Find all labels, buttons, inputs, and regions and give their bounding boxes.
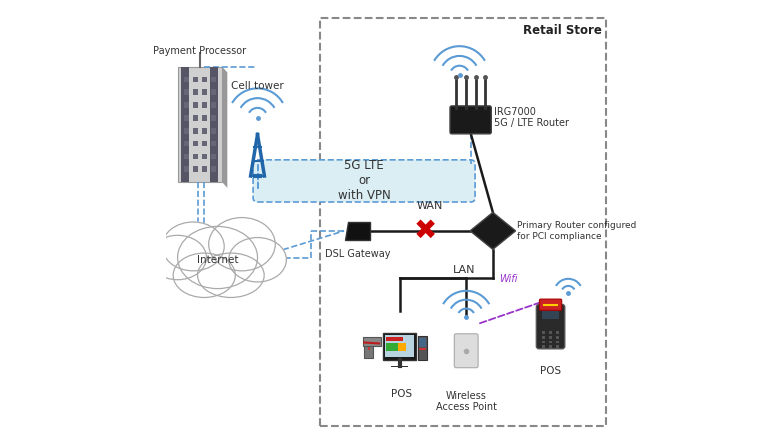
Bar <box>556 336 559 339</box>
Bar <box>193 76 198 82</box>
FancyBboxPatch shape <box>455 334 478 368</box>
Bar <box>549 336 552 339</box>
Bar <box>202 166 207 172</box>
Text: POS: POS <box>540 366 561 377</box>
Text: Wireless
Access Point: Wireless Access Point <box>436 391 497 412</box>
Bar <box>184 141 189 147</box>
Bar <box>549 341 552 343</box>
Bar <box>542 307 559 319</box>
Text: 5G LTE
or
with VPN: 5G LTE or with VPN <box>338 159 391 202</box>
Bar <box>202 76 207 82</box>
Bar <box>202 102 207 108</box>
Bar <box>211 102 215 108</box>
Bar <box>542 331 545 334</box>
Bar <box>549 331 552 334</box>
Bar <box>193 115 198 121</box>
Text: Primary Router configured
for PCI compliance: Primary Router configured for PCI compli… <box>517 221 636 241</box>
Bar <box>211 154 215 159</box>
FancyBboxPatch shape <box>536 305 565 349</box>
Polygon shape <box>345 222 370 240</box>
Bar <box>391 365 408 367</box>
Bar <box>184 154 189 159</box>
Bar <box>193 141 198 147</box>
Bar <box>368 347 370 350</box>
Bar <box>202 89 207 95</box>
Bar <box>542 341 545 343</box>
Bar <box>211 115 215 121</box>
Bar <box>419 348 426 350</box>
Text: Payment Processor: Payment Processor <box>153 45 246 56</box>
FancyBboxPatch shape <box>253 160 475 202</box>
Bar <box>549 345 552 348</box>
Text: Wifi: Wifi <box>499 274 517 284</box>
Bar <box>542 345 545 348</box>
Bar <box>211 89 215 95</box>
Bar <box>184 128 189 134</box>
Bar <box>178 67 222 182</box>
Polygon shape <box>470 212 516 250</box>
Bar <box>181 67 189 182</box>
Text: Retail Store: Retail Store <box>523 24 601 37</box>
Bar <box>556 345 559 348</box>
Text: IRG7000
5G / LTE Router: IRG7000 5G / LTE Router <box>493 107 569 128</box>
Ellipse shape <box>178 226 257 289</box>
Bar <box>211 166 215 172</box>
Bar <box>363 337 381 346</box>
Bar <box>211 128 215 134</box>
Text: DSL Gateway: DSL Gateway <box>325 249 390 259</box>
Bar <box>399 344 406 351</box>
Ellipse shape <box>228 238 287 282</box>
Bar <box>184 89 189 95</box>
Bar <box>364 346 373 358</box>
Bar <box>184 166 189 172</box>
Bar <box>193 154 198 159</box>
Bar <box>556 331 559 334</box>
Bar <box>202 128 207 134</box>
Bar <box>385 335 414 357</box>
Bar <box>193 128 198 134</box>
Bar <box>193 102 198 108</box>
FancyBboxPatch shape <box>450 106 491 134</box>
Bar <box>419 338 426 347</box>
Text: LAN: LAN <box>453 265 476 275</box>
Bar <box>386 337 403 341</box>
Bar <box>211 141 215 147</box>
Text: ✖: ✖ <box>413 217 437 245</box>
Bar <box>556 341 559 343</box>
Ellipse shape <box>197 253 264 297</box>
Bar <box>210 67 218 182</box>
Bar <box>319 18 606 426</box>
Bar <box>184 76 189 82</box>
Bar <box>542 336 545 339</box>
FancyBboxPatch shape <box>539 299 562 310</box>
Bar <box>386 344 398 351</box>
Bar <box>202 154 207 159</box>
Bar <box>184 102 189 108</box>
Bar <box>193 89 198 95</box>
Polygon shape <box>222 67 228 188</box>
Bar <box>383 333 416 360</box>
Text: WAN: WAN <box>416 201 443 211</box>
Bar <box>202 141 207 147</box>
Text: POS: POS <box>392 388 413 399</box>
Ellipse shape <box>162 222 225 271</box>
Bar <box>418 336 427 360</box>
Bar <box>202 115 207 121</box>
Ellipse shape <box>173 253 235 297</box>
Ellipse shape <box>209 218 275 271</box>
Bar <box>211 76 215 82</box>
Text: Cell tower: Cell tower <box>231 81 284 91</box>
Ellipse shape <box>148 235 207 280</box>
Bar <box>193 166 198 172</box>
Bar <box>184 115 189 121</box>
Text: Internet: Internet <box>197 255 239 265</box>
